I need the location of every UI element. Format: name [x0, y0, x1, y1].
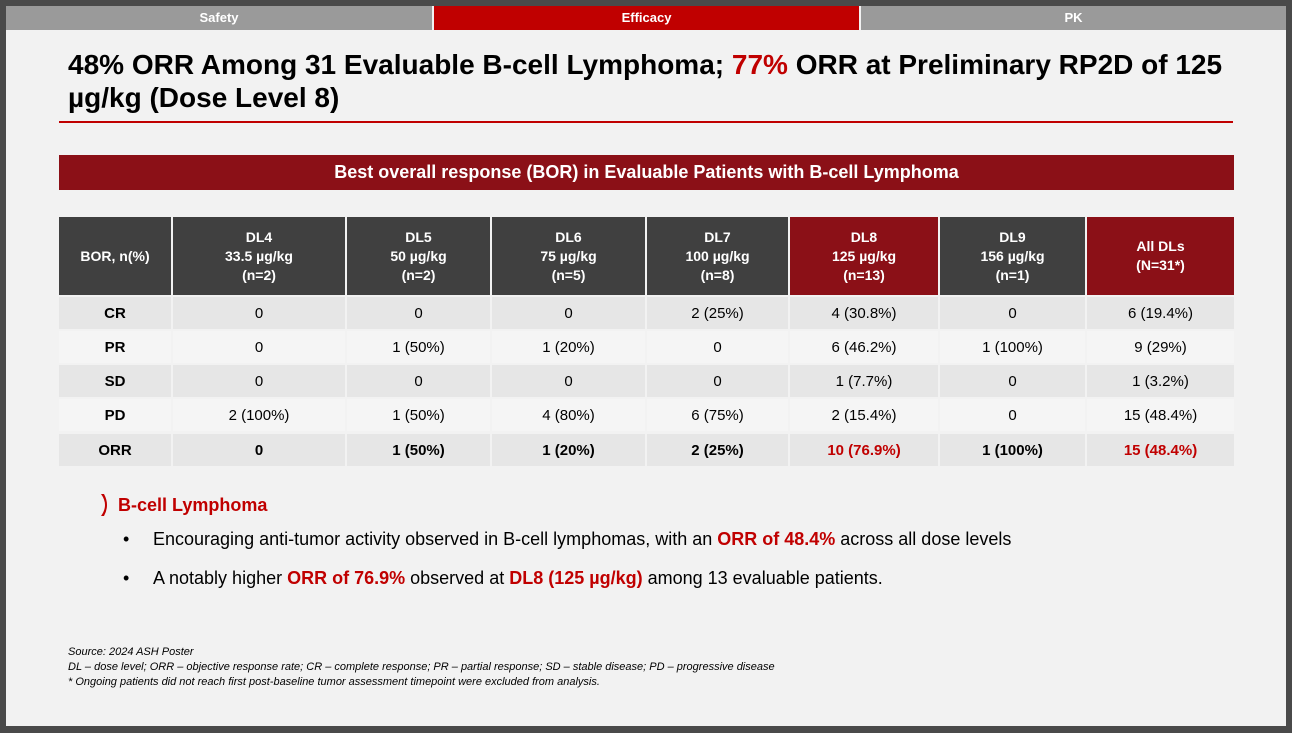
- table-cell: 1 (50%): [346, 431, 492, 466]
- title-highlight: 77%: [731, 49, 788, 80]
- header-dl9: DL9 156 µg/kg (n=1): [939, 217, 1087, 296]
- row-label: PD: [59, 397, 173, 433]
- highlight-text: DL8 (125 µg/kg): [509, 568, 643, 588]
- table-cell: 0: [491, 363, 647, 398]
- header-dl6: DL6 75 µg/kg (n=5): [491, 217, 647, 296]
- table-cell: 0: [939, 363, 1087, 398]
- bullet-item: • A notably higher ORR of 76.9% observed …: [123, 568, 883, 588]
- table-row: CR 0 0 0 2 (25%) 4 (30.8%) 0 6 (19.4%): [59, 295, 1234, 330]
- table-cell: 1 (100%): [939, 431, 1087, 466]
- tab-safety[interactable]: Safety: [6, 6, 432, 30]
- table-cell: 0: [939, 295, 1087, 330]
- slide: Safety Efficacy PK 48% ORR Among 31 Eval…: [6, 6, 1286, 726]
- table-cell: 1 (20%): [491, 329, 647, 364]
- section-tabs: Safety Efficacy PK: [6, 6, 1286, 30]
- table-cell: 0: [172, 363, 347, 398]
- header-dl7: DL7 100 µg/kg (n=8): [646, 217, 790, 296]
- table-row: PR 0 1 (50%) 1 (20%) 0 6 (46.2%) 1 (100%…: [59, 329, 1234, 364]
- title-part2: ORR at Preliminary RP2D of 125 µg/kg (Do…: [68, 49, 1223, 113]
- table-banner: Best overall response (BOR) in Evaluable…: [59, 155, 1234, 190]
- header-dl4: DL4 33.5 µg/kg (n=2): [172, 217, 347, 296]
- tab-pk[interactable]: PK: [859, 6, 1286, 30]
- table-cell: 15 (48.4%): [1086, 397, 1234, 433]
- table-cell: 1 (3.2%): [1086, 363, 1234, 398]
- row-label: CR: [59, 295, 173, 330]
- bullet-dot: •: [123, 529, 130, 549]
- table-cell: 1 (100%): [939, 329, 1087, 364]
- footnote-abbreviations: DL – dose level; ORR – objective respons…: [68, 661, 775, 673]
- header-all-dls: All DLs (N=31*): [1086, 217, 1234, 296]
- section-heading-text: B-cell Lymphoma: [118, 494, 268, 515]
- highlight-text: ORR of 76.9%: [287, 568, 406, 588]
- footnote-asterisk: * Ongoing patients did not reach first p…: [68, 676, 600, 688]
- table-cell: 2 (15.4%): [789, 397, 940, 433]
- table-cell: 1 (7.7%): [789, 363, 940, 398]
- table-row: PD 2 (100%) 1 (50%) 4 (80%) 6 (75%) 2 (1…: [59, 397, 1234, 433]
- table-cell: 0: [346, 295, 492, 330]
- table-row: SD 0 0 0 0 1 (7.7%) 0 1 (3.2%): [59, 363, 1234, 398]
- table-header-row: BOR, n(%) DL4 33.5 µg/kg (n=2) DL5 50 µg/kg…: [59, 217, 1234, 296]
- table-cell: 6 (19.4%): [1086, 295, 1234, 330]
- table-cell: 0: [491, 295, 647, 330]
- table-cell: 10 (76.9%): [789, 431, 940, 466]
- bullet-item: • Encouraging anti-tumor activity observe…: [123, 529, 1012, 549]
- table-cell: 4 (30.8%): [789, 295, 940, 330]
- table-cell: 0: [646, 329, 790, 364]
- header-dl8: DL8 125 µg/kg (n=13): [789, 217, 940, 296]
- table-cell: 15 (48.4%): [1086, 431, 1234, 466]
- slide-title: 48% ORR Among 31 Evaluable B-cell Lympho…: [68, 48, 1238, 114]
- row-label: ORR: [59, 431, 173, 466]
- section-heading: B-cell Lymphoma: [100, 492, 267, 518]
- bor-table: BOR, n(%) DL4 33.5 µg/kg (n=2) DL5 50 µg/kg…: [59, 217, 1234, 466]
- title-divider: [59, 121, 1233, 123]
- row-label: PR: [59, 329, 173, 364]
- header-dl5: DL5 50 µg/kg (n=2): [346, 217, 492, 296]
- table-cell: 1 (50%): [346, 397, 492, 433]
- table-cell: 2 (100%): [172, 397, 347, 433]
- row-label: SD: [59, 363, 173, 398]
- chevron-right-icon: [101, 494, 107, 516]
- table-row-orr: ORR 0 1 (50%) 1 (20%) 2 (25%) 10 (76.9%)…: [59, 431, 1234, 466]
- table-cell: 0: [172, 329, 347, 364]
- table-cell: 6 (46.2%): [789, 329, 940, 364]
- table-cell: 2 (25%): [646, 295, 790, 330]
- table-cell: 1 (20%): [491, 431, 647, 466]
- highlight-text: ORR of 48.4%: [717, 529, 836, 549]
- table-cell: 4 (80%): [491, 397, 647, 433]
- title-part1: 48% ORR Among 31 Evaluable B-cell Lympho…: [68, 49, 732, 80]
- table-cell: 0: [646, 363, 790, 398]
- footnote-source: Source: 2024 ASH Poster: [68, 646, 194, 658]
- table-cell: 0: [346, 363, 492, 398]
- header-bor: BOR, n(%): [59, 217, 173, 296]
- table-cell: 2 (25%): [646, 431, 790, 466]
- table-cell: 0: [939, 397, 1087, 433]
- table-cell: 6 (75%): [646, 397, 790, 433]
- table-cell: 0: [172, 431, 347, 466]
- tab-efficacy[interactable]: Efficacy: [432, 6, 859, 30]
- bullet-dot: •: [123, 568, 130, 588]
- table-cell: 9 (29%): [1086, 329, 1234, 364]
- table-cell: 0: [172, 295, 347, 330]
- table-cell: 1 (50%): [346, 329, 492, 364]
